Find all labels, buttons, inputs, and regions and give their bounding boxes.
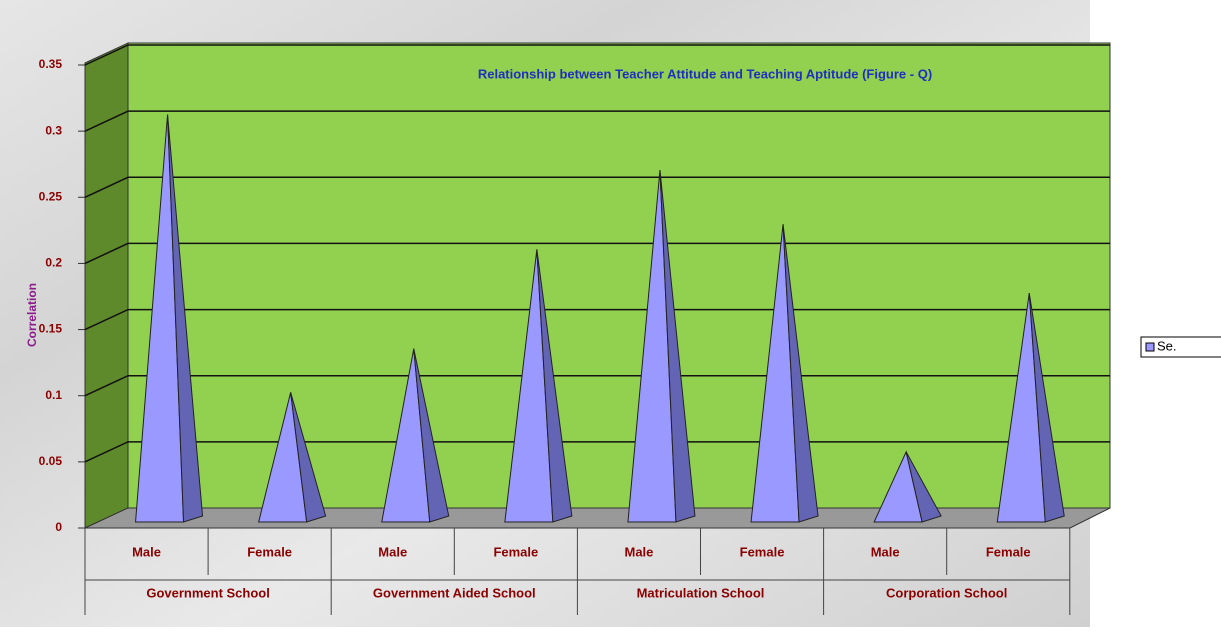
- x-tick-label: Female: [740, 544, 785, 559]
- pyramid: [750, 224, 819, 523]
- x-tick-label: Female: [493, 544, 538, 559]
- y-axis-label: Correlation: [25, 283, 39, 347]
- legend-swatch: [1145, 342, 1155, 352]
- pyramid: [873, 450, 942, 523]
- pyramid: [996, 293, 1065, 523]
- y-tick-label: 0.2: [45, 256, 62, 270]
- y-tick-label: 0.15: [39, 322, 63, 336]
- y-tick-label: 0: [55, 520, 62, 534]
- back-wall: [127, 42, 1111, 509]
- pyramid-side: [659, 170, 696, 523]
- chart-title: Relationship between Teacher Attitude an…: [478, 66, 932, 81]
- grid-line: [84, 176, 1110, 198]
- x-tick-label: Male: [132, 544, 161, 559]
- pyramid: [504, 249, 573, 523]
- pyramid: [258, 392, 327, 523]
- grid-line: [84, 110, 1110, 132]
- y-tick-label: 0.05: [39, 454, 63, 468]
- legend: Se.: [1140, 336, 1221, 358]
- pyramid-side: [167, 114, 204, 523]
- pyramid-side: [536, 249, 573, 523]
- y-tick-label: 0.35: [39, 57, 63, 71]
- x-tick-label: Male: [871, 544, 900, 559]
- x-tick-label: Male: [378, 544, 407, 559]
- legend-box: [1140, 336, 1221, 358]
- x-tick-label: Male: [624, 544, 653, 559]
- floor: [84, 507, 1111, 529]
- x-tick-label: Female: [986, 544, 1031, 559]
- x-tick-label: Female: [247, 544, 292, 559]
- pyramid-side: [413, 348, 450, 523]
- pyramid: [135, 114, 204, 523]
- legend-label: Se.: [1157, 338, 1177, 353]
- pyramid: [381, 348, 450, 523]
- group-label: Government Aided School: [373, 585, 536, 600]
- y-tick-label: 0.25: [39, 189, 63, 203]
- side-wall: [84, 42, 129, 529]
- y-tick-label: 0.3: [45, 123, 62, 137]
- group-label: Corporation School: [886, 585, 1007, 600]
- group-label: Matriculation School: [637, 585, 765, 600]
- group-label: Government School: [146, 585, 270, 600]
- pyramid-side: [782, 224, 819, 523]
- pyramid-side: [290, 392, 327, 523]
- pyramid-side: [905, 451, 942, 523]
- pyramid-side: [1028, 293, 1065, 523]
- category-table: [84, 528, 1071, 615]
- pyramid: [627, 170, 696, 523]
- grid-line: [84, 44, 1110, 66]
- y-tick-label: 0.1: [45, 388, 62, 402]
